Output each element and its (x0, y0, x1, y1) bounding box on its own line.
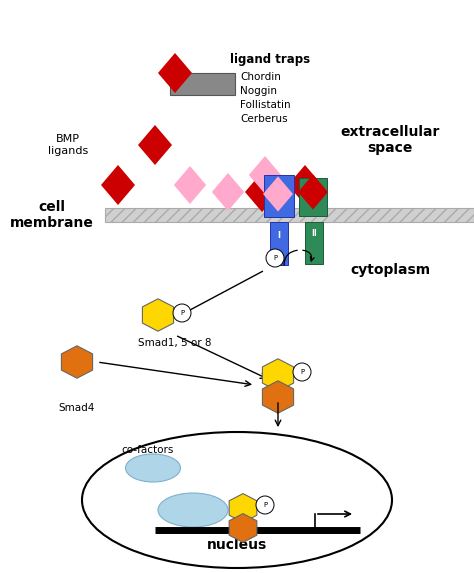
Text: Chordin: Chordin (240, 72, 281, 82)
Circle shape (266, 249, 284, 267)
Text: nucleus: nucleus (207, 538, 267, 552)
Text: Smad1, 5 or 8: Smad1, 5 or 8 (138, 338, 212, 348)
Text: cell
membrane: cell membrane (10, 200, 94, 230)
Polygon shape (138, 125, 172, 165)
Polygon shape (298, 174, 328, 210)
Polygon shape (263, 359, 293, 391)
Polygon shape (229, 493, 257, 523)
Text: extracellular
space: extracellular space (340, 125, 440, 155)
Bar (105, 208, 474, 222)
Bar (305, 222, 323, 264)
Ellipse shape (82, 432, 392, 568)
Polygon shape (263, 381, 293, 413)
Polygon shape (263, 176, 293, 211)
Polygon shape (229, 513, 257, 543)
Text: Follistatin: Follistatin (240, 100, 291, 110)
Circle shape (173, 304, 191, 322)
Circle shape (256, 496, 274, 514)
Polygon shape (62, 346, 92, 378)
Text: P: P (180, 310, 184, 316)
Polygon shape (158, 53, 192, 93)
Polygon shape (288, 165, 322, 205)
Text: co-factors: co-factors (122, 445, 174, 455)
Circle shape (293, 363, 311, 381)
Text: P: P (273, 255, 277, 261)
Polygon shape (142, 299, 173, 331)
Text: cytoplasm: cytoplasm (350, 263, 430, 277)
FancyArrowPatch shape (284, 250, 297, 265)
Ellipse shape (158, 493, 228, 527)
Text: II: II (311, 229, 317, 237)
Text: BMP
ligands: BMP ligands (48, 134, 88, 156)
Polygon shape (249, 156, 281, 194)
Bar (264, 175, 294, 217)
Ellipse shape (126, 454, 181, 482)
Polygon shape (245, 172, 279, 212)
Polygon shape (174, 166, 206, 204)
Bar (170, 73, 235, 95)
Bar (270, 222, 288, 265)
Text: ligand traps: ligand traps (230, 53, 310, 66)
Text: Cerberus: Cerberus (240, 114, 288, 124)
Polygon shape (101, 165, 135, 205)
Polygon shape (212, 173, 244, 211)
Text: I: I (277, 230, 281, 240)
Text: P: P (300, 369, 304, 375)
FancyArrowPatch shape (303, 250, 314, 261)
Text: Noggin: Noggin (240, 86, 277, 96)
Text: P: P (263, 502, 267, 508)
Bar (299, 178, 327, 216)
Text: Smad4: Smad4 (59, 403, 95, 413)
